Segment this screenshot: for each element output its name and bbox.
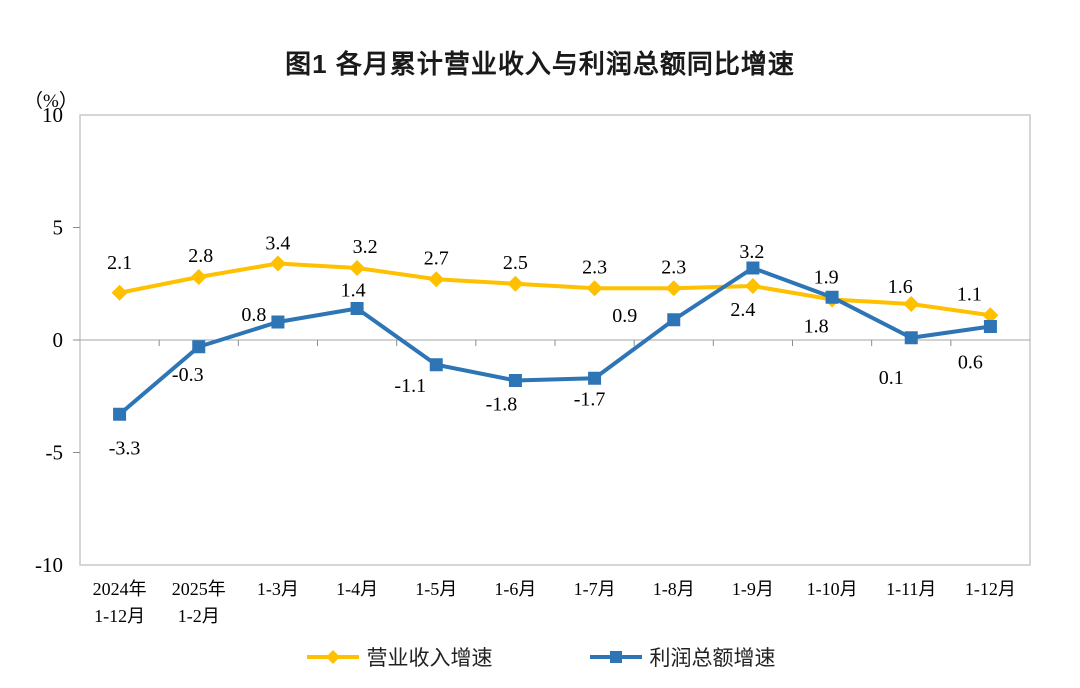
square-marker [192,340,206,354]
square-marker [508,374,522,387]
data-label: -0.3 [172,364,204,386]
data-label: 1.4 [341,280,366,302]
y-tick-label: 0 [53,328,64,352]
diamond-marker [903,296,920,312]
square-marker [983,320,997,333]
x-tick-label: 1-5月 [415,579,457,599]
legend-item-profit: 利润总额增速 [588,642,776,672]
x-tick-label: 1-12月 [965,579,1016,599]
data-label: 3.2 [353,236,378,258]
x-tick-label: 2025年 [172,579,226,599]
y-tick-label: 10 [42,103,63,127]
data-label: 0.1 [879,367,904,389]
square-marker [271,315,285,329]
square-marker [746,261,760,275]
legend-label-revenue: 营业收入增速 [366,647,493,670]
x-tick-label: 1-10月 [807,579,858,599]
data-label: -1.7 [574,388,606,410]
x-tick-label: 1-2月 [178,606,220,626]
diamond-marker [665,280,682,297]
data-label: 1.6 [888,276,913,298]
x-tick-label: 1-4月 [336,579,378,599]
data-label: 1.8 [804,316,829,338]
x-tick-label: 1-7月 [574,579,616,599]
y-tick-label: -10 [35,553,63,577]
x-tick-label: 1-8月 [653,579,695,599]
data-label: -3.3 [109,437,141,459]
data-label: 2.7 [424,247,449,269]
diamond-marker [349,260,366,276]
data-label: 0.9 [612,305,637,327]
x-tick-label: 2024年 [93,579,147,599]
square-marker [350,302,364,315]
series-line-revenue [119,261,991,318]
series-line-profit [118,265,991,416]
x-tick-label: 1-6月 [494,579,536,599]
diamond-marker [111,284,128,301]
square-marker [429,358,443,372]
data-label: 2.3 [582,256,607,278]
y-tick-label: 5 [53,216,64,240]
square-marker [113,407,127,421]
line-square-marker-icon [589,651,642,663]
diamond-marker [744,278,761,294]
data-label: 3.2 [739,241,764,263]
line-diamond-marker-icon [306,650,359,664]
data-label: 1.1 [957,283,982,305]
square-marker [904,331,918,345]
diamond-marker [190,269,207,285]
diamond-marker [982,307,999,324]
data-label: 0.8 [241,304,266,326]
square-marker [588,371,602,385]
data-label: 2.4 [730,299,755,321]
x-tick-label: 1-11月 [886,579,936,599]
diamond-marker [428,271,445,288]
square-marker [825,290,839,304]
diamond-marker [507,275,524,292]
data-label: 3.4 [265,233,290,255]
legend-item-revenue: 营业收入增速 [305,642,493,672]
chart-title: 图1 各月累计营业收入与利润总额同比增速 [285,49,795,79]
data-label: -1.8 [486,394,518,416]
square-marker [667,313,681,327]
x-tick-label: 1-12月 [94,606,145,626]
x-tick-label: 1-3月 [257,579,299,599]
y-axis-unit-label: （%） [24,91,78,112]
x-tick-label: 1-9月 [732,579,774,599]
data-label: -1.1 [394,375,426,397]
data-label: 0.6 [958,352,983,374]
legend-label-profit: 利润总额增速 [649,647,776,670]
chart-legend: 营业收入增速 利润总额增速 [0,642,1080,672]
diamond-marker [269,255,286,272]
y-tick-label: -5 [46,441,64,465]
data-label: 1.9 [814,266,839,288]
data-label: 2.8 [188,245,213,267]
data-label: 2.5 [503,252,528,274]
data-label: 2.1 [107,252,132,274]
data-label: 2.3 [661,256,686,278]
diamond-marker [586,280,603,297]
